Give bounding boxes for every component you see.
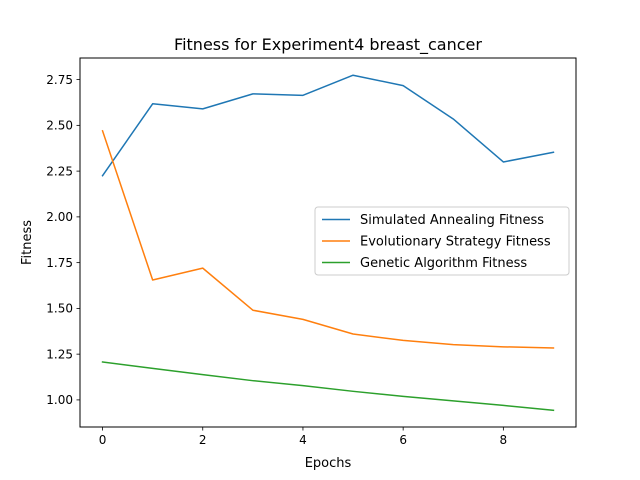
x-axis-label: Epochs xyxy=(305,456,352,471)
series-line-0 xyxy=(101,74,555,177)
x-axis: 0 2 4 6 8 xyxy=(99,427,507,447)
chart-title: Fitness for Experiment4 breast_cancer xyxy=(174,35,482,55)
x-tick-label: 6 xyxy=(399,433,407,447)
y-axis-label: Fitness xyxy=(20,220,35,265)
y-tick-label: 1.75 xyxy=(46,256,73,270)
series-line-1 xyxy=(101,129,555,349)
legend-label-1: Evolutionary Strategy Fitness xyxy=(360,235,551,250)
legend: Simulated Annealing Fitness Evolutionary … xyxy=(314,206,570,276)
x-tick-label: 2 xyxy=(199,433,207,447)
legend-label-0: Simulated Annealing Fitness xyxy=(360,213,544,228)
y-tick-label: 1.50 xyxy=(46,302,73,316)
x-tick-label: 0 xyxy=(99,433,107,447)
legend-box xyxy=(314,206,570,276)
plot-area-frame xyxy=(79,57,577,428)
y-tick-label: 1.25 xyxy=(46,347,73,361)
y-tick-label: 2.00 xyxy=(46,210,73,224)
y-tick-label: 2.75 xyxy=(46,73,73,87)
series-layer xyxy=(101,74,555,412)
x-tick-label: 8 xyxy=(500,433,508,447)
x-tick-label: 4 xyxy=(299,433,307,447)
y-tick-label: 2.50 xyxy=(46,119,73,133)
series-line-2 xyxy=(101,361,555,412)
y-tick-label: 2.25 xyxy=(46,164,73,178)
legend-label-2: Genetic Algorithm Fitness xyxy=(360,256,527,271)
y-tick-label: 1.00 xyxy=(46,393,73,407)
y-axis: 1.00 1.25 1.50 1.75 2.00 2.25 2.50 2.75 xyxy=(46,73,80,407)
